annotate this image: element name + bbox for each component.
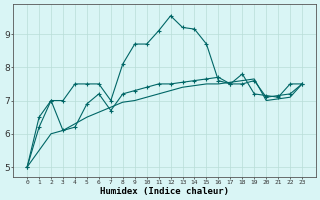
X-axis label: Humidex (Indice chaleur): Humidex (Indice chaleur) xyxy=(100,187,229,196)
